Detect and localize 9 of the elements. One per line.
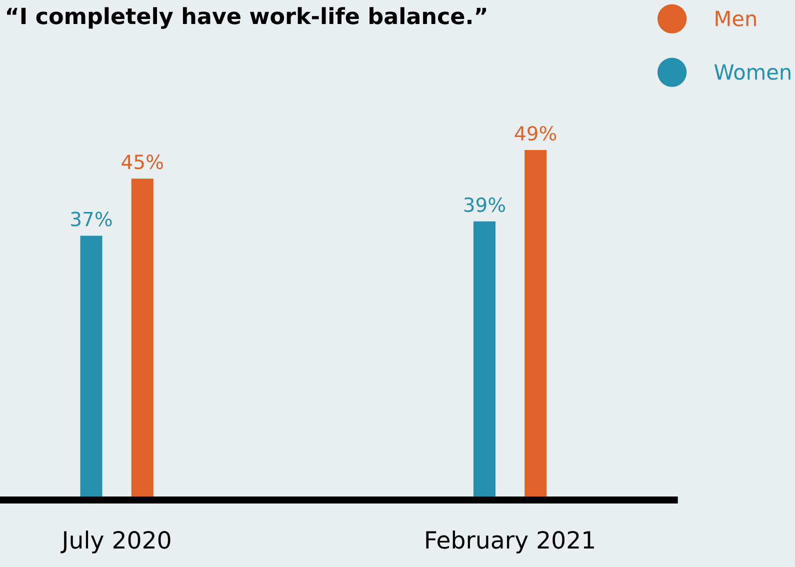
data-label: 37%	[71, 212, 112, 226]
x-tick-label: July 2020	[60, 530, 170, 554]
legend-label: Women	[714, 64, 790, 80]
data-label: 39%	[464, 197, 505, 212]
x-tick-label: February 2021	[426, 530, 594, 554]
chart-title: “I completely have work-life balance.”	[7, 7, 486, 29]
legend-label: Men	[716, 10, 756, 26]
data-label: 49%	[514, 126, 556, 141]
data-label: 45%	[122, 154, 163, 170]
